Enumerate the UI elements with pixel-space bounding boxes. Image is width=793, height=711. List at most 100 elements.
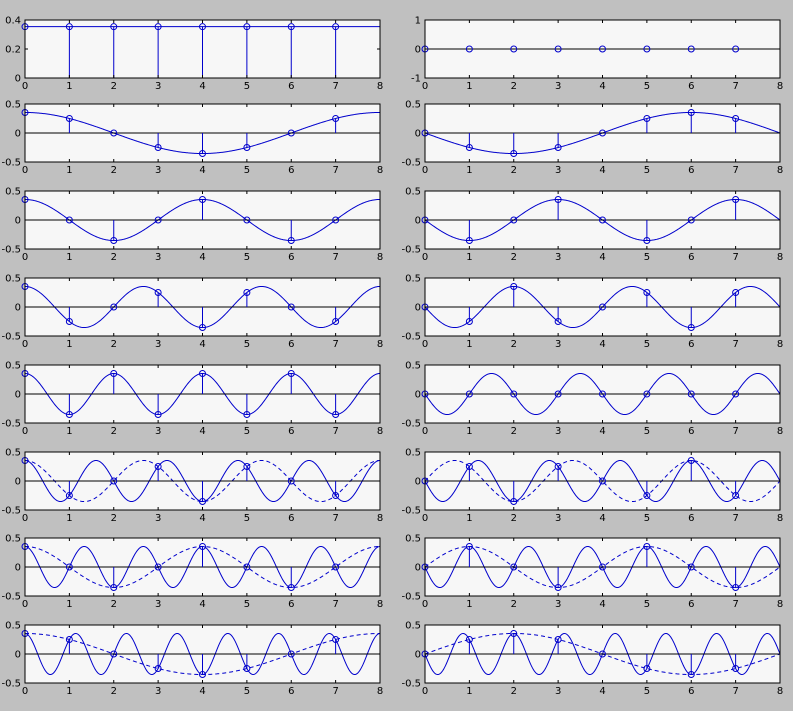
stem-marker-1 (65, 23, 73, 31)
y-tick-label: 0.4 (5, 16, 21, 27)
x-tick-label: 7 (332, 165, 338, 176)
x-tick-label: 5 (244, 165, 250, 176)
x-tick-label: 2 (111, 339, 117, 350)
stem-marker-4 (599, 390, 606, 398)
x-tick-label: 8 (377, 252, 383, 263)
stem-marker-2 (110, 477, 118, 485)
y-tick-label: 0.5 (5, 448, 21, 459)
stem-marker-1 (465, 318, 473, 325)
panel-row4-left: 0 1 2 3 4 5 6 7 8-0.500.5 (1, 274, 383, 351)
stem-marker-4 (199, 498, 206, 506)
panel-row4-right: 0 1 2 3 4 5 6 7 8-0.500.5 (401, 274, 783, 351)
stem-marker-3 (554, 390, 562, 398)
stem-marker-3 (154, 665, 162, 672)
x-tick-label: 5 (244, 599, 250, 610)
x-tick-label: 3 (555, 165, 561, 176)
y-tick-label: 0 (415, 45, 421, 56)
stem-marker-3 (554, 463, 562, 470)
panel-row2-right: 0 1 2 3 4 5 6 7 8-0.500.5 (401, 100, 783, 177)
x-tick-label: 3 (555, 599, 561, 610)
stem-marker-3 (554, 144, 562, 151)
stem-marker-4 (599, 303, 606, 311)
stem-marker-3 (554, 45, 562, 53)
y-tick-label: 0 (15, 74, 21, 85)
y-tick-label: 0 (415, 216, 421, 227)
stem-marker-2 (510, 216, 518, 224)
y-tick-label: 0.5 (5, 534, 21, 545)
stem-marker-4 (599, 216, 606, 224)
y-tick-label: 1 (415, 16, 421, 27)
x-tick-label: 1 (466, 252, 472, 263)
x-tick-label: 0 (22, 165, 28, 176)
x-tick-label: 1 (466, 513, 472, 524)
x-tick-label: 1 (66, 165, 72, 176)
x-tick-label: 8 (777, 252, 783, 263)
y-tick-label: 0.5 (405, 534, 421, 545)
stem-marker-7 (332, 115, 340, 122)
x-tick-label: 8 (377, 81, 383, 92)
x-tick-label: 3 (555, 513, 561, 524)
x-tick-label: 5 (644, 165, 650, 176)
x-tick-label: 1 (466, 599, 472, 610)
stem-marker-6 (287, 584, 295, 592)
y-tick-label: 0.2 (5, 45, 21, 56)
y-tick-label: -0.5 (1, 419, 21, 430)
x-tick-label: 3 (555, 252, 561, 263)
stem-marker-6 (287, 477, 295, 485)
x-tick-label: 3 (555, 81, 561, 92)
x-tick-label: 6 (688, 339, 694, 350)
stem-marker-6 (687, 671, 695, 679)
y-tick-label: 0 (15, 390, 21, 401)
y-tick-label: -1 (411, 74, 421, 85)
stem-marker-6 (287, 129, 295, 137)
stem-marker-7 (732, 195, 740, 203)
x-tick-label: 3 (155, 426, 161, 437)
x-tick-label: 4 (599, 252, 605, 263)
y-tick-label: -0.5 (1, 245, 21, 256)
y-tick-label: 0 (415, 129, 421, 140)
x-tick-label: 2 (111, 686, 117, 697)
panel-row8-right: 0 1 2 3 4 5 6 7 8-0.500.5 (401, 621, 783, 698)
stem-marker-1 (465, 542, 473, 550)
x-tick-label: 5 (244, 252, 250, 263)
stem-marker-1 (465, 45, 473, 53)
x-tick-label: 7 (732, 599, 738, 610)
stem-marker-4 (199, 23, 206, 31)
x-tick-label: 5 (644, 513, 650, 524)
stem-marker-1 (465, 390, 473, 398)
x-tick-label: 6 (288, 426, 294, 437)
x-tick-label: 7 (332, 599, 338, 610)
stem-marker-6 (687, 45, 695, 53)
y-tick-label: 0 (15, 129, 21, 140)
panel-row7-right: 0 1 2 3 4 5 6 7 8-0.500.5 (401, 534, 783, 611)
x-tick-label: 6 (288, 81, 294, 92)
x-tick-label: 0 (22, 426, 28, 437)
panel-row3-right: 0 1 2 3 4 5 6 7 8-0.500.5 (401, 187, 783, 264)
stem-marker-7 (332, 636, 340, 643)
x-tick-label: 7 (732, 339, 738, 350)
x-tick-label: 2 (511, 165, 517, 176)
stem-marker-6 (687, 108, 695, 116)
stem-marker-6 (687, 390, 695, 398)
stem-marker-1 (65, 636, 73, 643)
x-tick-label: 7 (732, 513, 738, 524)
x-tick-label: 6 (288, 513, 294, 524)
x-tick-label: 2 (511, 686, 517, 697)
stem-marker-3 (554, 584, 562, 592)
x-tick-label: 8 (777, 426, 783, 437)
x-tick-label: 2 (511, 81, 517, 92)
stem-marker-5 (243, 563, 251, 571)
x-tick-label: 0 (22, 513, 28, 524)
stem-marker-4 (599, 650, 606, 658)
y-tick-label: -0.5 (401, 592, 421, 603)
stem-marker-1 (465, 237, 473, 245)
stem-marker-7 (332, 411, 340, 419)
y-tick-label: 0 (15, 650, 21, 661)
stem-marker-4 (599, 45, 606, 53)
x-tick-label: 4 (199, 686, 205, 697)
x-tick-label: 5 (644, 252, 650, 263)
stem-marker-7 (332, 216, 340, 224)
y-tick-label: 0.5 (405, 100, 421, 111)
y-tick-label: -0.5 (401, 419, 421, 430)
x-tick-label: 7 (332, 339, 338, 350)
